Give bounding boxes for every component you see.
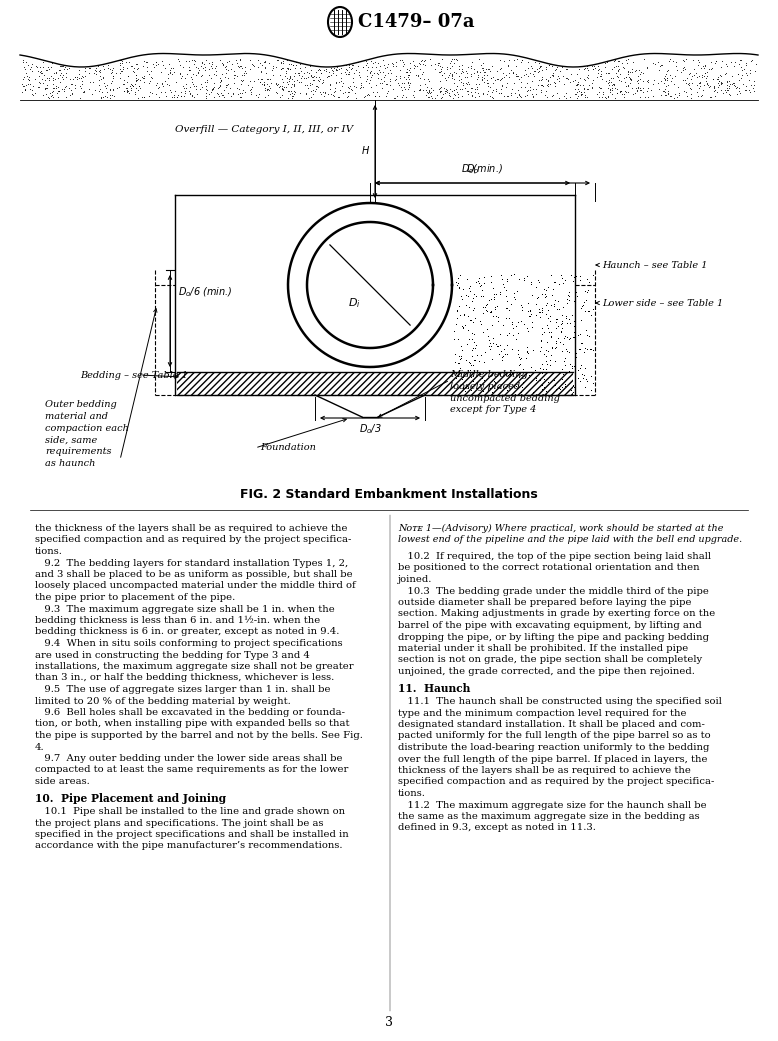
Bar xyxy=(177,372,573,395)
Text: 4.: 4. xyxy=(35,742,44,752)
Text: Lower side – see Table 1: Lower side – see Table 1 xyxy=(602,299,724,307)
Text: Nᴏᴛᴇ 1—(Advisory) Where practical, work should be started at the: Nᴏᴛᴇ 1—(Advisory) Where practical, work … xyxy=(398,524,724,533)
Text: 10.  Pipe Placement and Joining: 10. Pipe Placement and Joining xyxy=(35,793,226,805)
Text: bedding thickness is 6 in. or greater, except as noted in 9.4.: bedding thickness is 6 in. or greater, e… xyxy=(35,628,339,636)
Text: 11.2  The maximum aggregate size for the haunch shall be: 11.2 The maximum aggregate size for the … xyxy=(398,801,706,810)
Text: 10.2  If required, the top of the pipe section being laid shall: 10.2 If required, the top of the pipe se… xyxy=(398,552,711,561)
Text: over the full length of the pipe barrel. If placed in layers, the: over the full length of the pipe barrel.… xyxy=(398,755,707,763)
Text: loosely placed uncompacted material under the middle third of: loosely placed uncompacted material unde… xyxy=(35,582,356,590)
Text: the thickness of the layers shall be as required to achieve the: the thickness of the layers shall be as … xyxy=(35,524,348,533)
Text: installations, the maximum aggregate size shall not be greater: installations, the maximum aggregate siz… xyxy=(35,662,354,671)
Text: distribute the load-bearing reaction uniformly to the bedding: distribute the load-bearing reaction uni… xyxy=(398,743,710,752)
Text: the pipe is supported by the barrel and not by the bells. See Fig.: the pipe is supported by the barrel and … xyxy=(35,731,363,740)
Text: designated standard installation. It shall be placed and com-: designated standard installation. It sha… xyxy=(398,720,705,729)
Text: and 3 shall be placed to be as uniform as possible, but shall be: and 3 shall be placed to be as uniform a… xyxy=(35,570,352,579)
Text: Outer bedding
material and
compaction each
side, same
requirements
as haunch: Outer bedding material and compaction ea… xyxy=(45,400,129,468)
Text: section is not on grade, the pipe section shall be completely: section is not on grade, the pipe sectio… xyxy=(398,656,702,664)
Text: Bedding – see Table 1: Bedding – see Table 1 xyxy=(80,371,187,380)
Text: H: H xyxy=(362,147,369,156)
Text: pacted uniformly for the full length of the pipe barrel so as to: pacted uniformly for the full length of … xyxy=(398,732,710,740)
Text: 10.3  The bedding grade under the middle third of the pipe: 10.3 The bedding grade under the middle … xyxy=(398,586,709,595)
Text: $D_o$/3: $D_o$/3 xyxy=(359,422,381,436)
Text: 9.7  Any outer bedding under the lower side areas shall be: 9.7 Any outer bedding under the lower si… xyxy=(35,754,342,763)
Text: tion, or both, when installing pipe with expanded bells so that: tion, or both, when installing pipe with… xyxy=(35,719,349,729)
Text: be positioned to the correct rotational orientation and then: be positioned to the correct rotational … xyxy=(398,563,699,573)
Text: material under it shall be prohibited. If the installed pipe: material under it shall be prohibited. I… xyxy=(398,644,689,653)
Text: 11.1  The haunch shall be constructed using the specified soil: 11.1 The haunch shall be constructed usi… xyxy=(398,697,722,706)
Text: specified compaction and as required by the project specifica-: specified compaction and as required by … xyxy=(398,778,714,787)
Text: 9.2  The bedding layers for standard installation Types 1, 2,: 9.2 The bedding layers for standard inst… xyxy=(35,559,349,567)
Text: tions.: tions. xyxy=(398,789,426,798)
Text: are used in constructing the bedding for Type 3 and 4: are used in constructing the bedding for… xyxy=(35,651,310,660)
Text: barrel of the pipe with excavating equipment, by lifting and: barrel of the pipe with excavating equip… xyxy=(398,621,702,630)
Text: C1479– 07a: C1479– 07a xyxy=(358,12,475,31)
Text: Haunch – see Table 1: Haunch – see Table 1 xyxy=(602,260,707,270)
Text: the project plans and specifications. The joint shall be as: the project plans and specifications. Th… xyxy=(35,818,324,828)
Text: 11.  Haunch: 11. Haunch xyxy=(398,684,471,694)
Text: $D_o$: $D_o$ xyxy=(466,162,479,176)
Text: Overfill — Category I, II, III, or IV: Overfill — Category I, II, III, or IV xyxy=(175,126,353,134)
Text: section. Making adjustments in grade by exerting force on the: section. Making adjustments in grade by … xyxy=(398,609,715,618)
Text: $D_i$: $D_i$ xyxy=(348,296,360,310)
Text: Middle bedding
loosely placed
uncompacted bedding
except for Type 4: Middle bedding loosely placed uncompacte… xyxy=(450,370,560,414)
Text: 3: 3 xyxy=(385,1016,393,1030)
Text: Foundation: Foundation xyxy=(260,443,316,453)
Text: tions.: tions. xyxy=(35,547,63,556)
Text: $D_o$/6 (min.): $D_o$/6 (min.) xyxy=(178,285,233,299)
Text: the same as the maximum aggregate size in the bedding as: the same as the maximum aggregate size i… xyxy=(398,812,699,821)
Text: 9.6  Bell holes shall be excavated in the bedding or founda-: 9.6 Bell holes shall be excavated in the… xyxy=(35,708,345,717)
Text: joined.: joined. xyxy=(398,575,433,584)
Text: type and the minimum compaction level required for the: type and the minimum compaction level re… xyxy=(398,709,686,717)
Text: thickness of the layers shall be as required to achieve the: thickness of the layers shall be as requ… xyxy=(398,766,691,775)
Text: specified in the project specifications and shall be installed in: specified in the project specifications … xyxy=(35,830,349,839)
Text: dropping the pipe, or by lifting the pipe and packing bedding: dropping the pipe, or by lifting the pip… xyxy=(398,633,709,641)
Text: 9.4  When in situ soils conforming to project specifications: 9.4 When in situ soils conforming to pro… xyxy=(35,639,342,648)
Text: than 3 in., or half the bedding thickness, whichever is less.: than 3 in., or half the bedding thicknes… xyxy=(35,674,335,683)
Text: 9.5  The use of aggregate sizes larger than 1 in. shall be: 9.5 The use of aggregate sizes larger th… xyxy=(35,685,331,694)
Text: 9.3  The maximum aggregate size shall be 1 in. when the: 9.3 The maximum aggregate size shall be … xyxy=(35,605,335,613)
Text: outside diameter shall be prepared before laying the pipe: outside diameter shall be prepared befor… xyxy=(398,598,692,607)
Text: compacted to at least the same requirements as for the lower: compacted to at least the same requireme… xyxy=(35,765,349,775)
Text: 10.1  Pipe shall be installed to the line and grade shown on: 10.1 Pipe shall be installed to the line… xyxy=(35,807,345,816)
Text: unjoined, the grade corrected, and the pipe then rejoined.: unjoined, the grade corrected, and the p… xyxy=(398,667,695,676)
Text: specified compaction and as required by the project specifica-: specified compaction and as required by … xyxy=(35,535,352,544)
Text: accordance with the pipe manufacturer’s recommendations.: accordance with the pipe manufacturer’s … xyxy=(35,841,342,850)
Text: $D_o$(min.): $D_o$(min.) xyxy=(461,162,503,176)
Text: the pipe prior to placement of the pipe.: the pipe prior to placement of the pipe. xyxy=(35,593,235,602)
Text: side areas.: side areas. xyxy=(35,777,89,786)
Text: FIG. 2 Standard Embankment Installations: FIG. 2 Standard Embankment Installations xyxy=(240,488,538,502)
Text: lowest end of the pipeline and the pipe laid with the bell end upgrade.: lowest end of the pipeline and the pipe … xyxy=(398,535,742,544)
Text: defined in 9.3, except as noted in 11.3.: defined in 9.3, except as noted in 11.3. xyxy=(398,823,596,833)
Text: bedding thickness is less than 6 in. and 1½-in. when the: bedding thickness is less than 6 in. and… xyxy=(35,616,321,626)
Text: limited to 20 % of the bedding material by weight.: limited to 20 % of the bedding material … xyxy=(35,696,291,706)
